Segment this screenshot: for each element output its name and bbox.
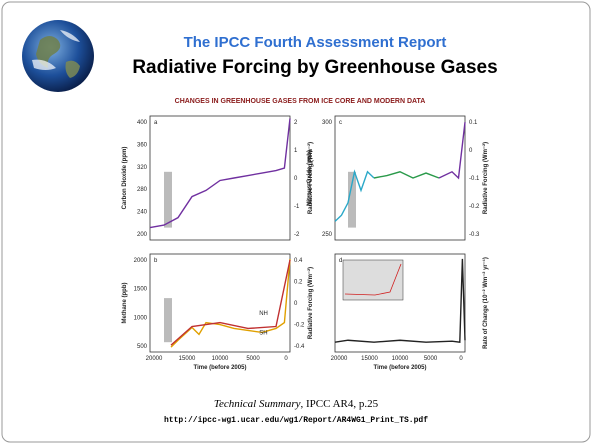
tick-label: 0 xyxy=(294,301,298,307)
tick-label: 1 xyxy=(294,148,298,154)
shaded-bar xyxy=(348,171,356,228)
tick-label: -0.1 xyxy=(469,176,480,182)
y-axis-label: Carbon Dioxide (ppm) xyxy=(122,147,128,210)
shaded-bar xyxy=(164,171,172,228)
tick-label: 500 xyxy=(137,344,148,350)
x-tick-label: 15000 xyxy=(179,356,196,362)
source-url: http://ipcc-wg1.ucar.edu/wg1/Report/AR4W… xyxy=(164,416,428,425)
data-curve xyxy=(334,169,375,222)
tick-label: 0 xyxy=(469,148,473,154)
data-curve xyxy=(170,259,291,346)
tick-label: -0.2 xyxy=(469,204,480,210)
tick-label: 400 xyxy=(137,120,148,126)
x-tick-label: 0 xyxy=(459,356,463,362)
y2-axis-label: Radiative Forcing (Wm⁻²) xyxy=(482,142,489,214)
tick-label: 320 xyxy=(137,165,148,171)
x-tick-label: 15000 xyxy=(361,356,378,362)
shaded-bar xyxy=(164,298,172,343)
data-curve xyxy=(438,122,466,180)
tick-label: -2 xyxy=(294,232,300,238)
tick-label: -0.3 xyxy=(469,232,480,238)
panel-label: b xyxy=(154,258,158,264)
panel-label: d xyxy=(339,258,342,264)
panel-frame xyxy=(149,115,291,241)
data-curve xyxy=(334,258,466,343)
panel-label: a xyxy=(154,120,158,126)
inset-curve xyxy=(344,263,402,296)
x-tick-label: 0 xyxy=(284,356,288,362)
tick-label: 280 xyxy=(137,187,148,193)
x-tick-label: 10000 xyxy=(392,356,409,362)
tick-label: 2 xyxy=(294,120,298,126)
annotation: SH xyxy=(259,330,267,336)
tick-label: -0.4 xyxy=(294,344,305,350)
tick-label: 240 xyxy=(137,210,148,216)
tick-label: 250 xyxy=(322,232,333,238)
tick-label: 0.1 xyxy=(469,120,478,126)
tick-label: 0.2 xyxy=(294,280,303,286)
panel-frame xyxy=(149,253,291,353)
annotation: NH xyxy=(259,311,268,317)
data-curve xyxy=(149,118,291,229)
tick-label: 360 xyxy=(137,142,148,148)
y-axis-label: Nitrous Oxide (ppb) xyxy=(307,150,313,206)
panel-label: c xyxy=(339,120,342,126)
x-axis-label: Time (before 2005) xyxy=(374,365,427,371)
tick-label: 1000 xyxy=(134,315,148,321)
x-tick-label: 20000 xyxy=(331,356,348,362)
x-tick-label: 10000 xyxy=(212,356,229,362)
data-curve xyxy=(373,171,440,179)
inset xyxy=(342,259,404,301)
x-axis-label: Time (before 2005) xyxy=(194,365,247,371)
source-rest: , IPCC AR4, p.25 xyxy=(301,398,379,410)
tick-label: 2000 xyxy=(134,258,148,264)
x-tick-label: 5000 xyxy=(246,356,260,362)
slide-subtitle: Radiative Forcing by Greenhouse Gases xyxy=(132,57,497,78)
tick-label: 0 xyxy=(294,176,298,182)
tick-label: -0.2 xyxy=(294,323,305,329)
y2-axis-label: Radiative Forcing (Wm⁻²) xyxy=(307,142,314,214)
source-line: Technical Summary, IPCC AR4, p.25 xyxy=(214,398,379,410)
data-curve xyxy=(170,258,291,348)
x-tick-label: 20000 xyxy=(146,356,163,362)
slide-title: The IPCC Fourth Assessment Report xyxy=(184,34,447,51)
y2-axis-label: Rate of Change (10⁻² Wm⁻² yr⁻¹) xyxy=(482,257,489,349)
y2-axis-label: Radiative Forcing (Wm⁻²) xyxy=(307,267,314,339)
source-italic: Technical Summary xyxy=(214,398,301,410)
tick-label: -1 xyxy=(294,204,300,210)
tick-label: 200 xyxy=(137,232,148,238)
tick-label: 300 xyxy=(322,120,333,126)
y-axis-label: Methane (ppb) xyxy=(122,283,128,324)
globe-icon xyxy=(22,20,94,92)
figure-title: Changes in Greenhouse Gases from Ice Cor… xyxy=(175,98,426,105)
figure: a 400 360 320 280 240 200 2 1 0 -1 -2 Carbon Dioxide… xyxy=(122,115,489,371)
tick-label: 0.4 xyxy=(294,258,303,264)
tick-label: 1500 xyxy=(134,287,148,293)
x-tick-label: 5000 xyxy=(424,356,438,362)
